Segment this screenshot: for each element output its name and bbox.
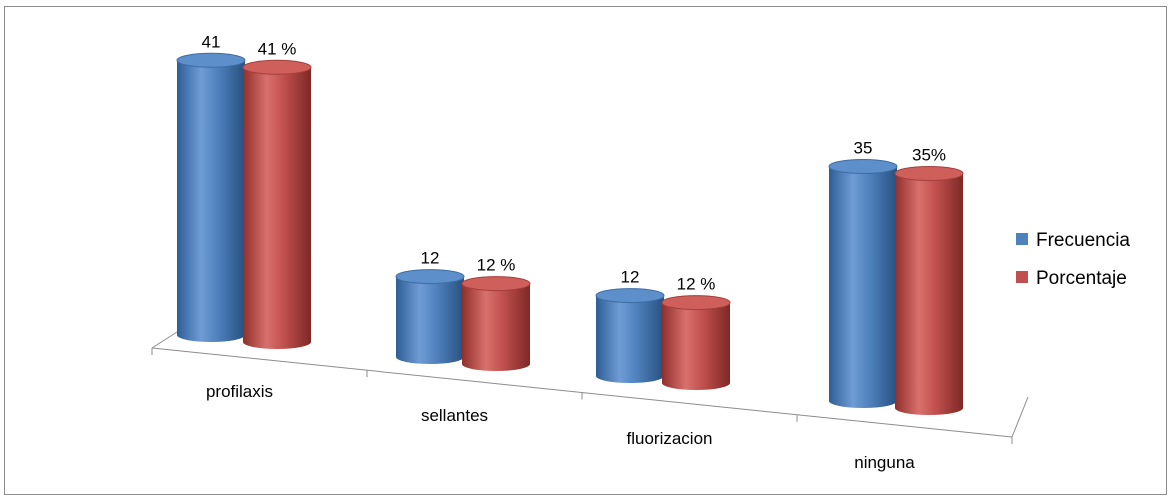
data-label-frecuencia-profilaxis: 41 bbox=[202, 32, 221, 51]
bars-layer bbox=[176, 52, 964, 415]
data-label-porcentaje-fluorizacion: 12 % bbox=[677, 275, 716, 294]
legend: Frecuencia Porcentaje bbox=[1016, 230, 1130, 289]
bar-frecuencia-sellantes bbox=[395, 269, 465, 364]
data-label-frecuencia-ninguna: 35 bbox=[854, 139, 873, 158]
data-label-frecuencia-fluorizacion: 12 bbox=[621, 268, 640, 287]
legend-label-frecuencia: Frecuencia bbox=[1036, 230, 1130, 251]
data-label-frecuencia-sellantes: 12 bbox=[421, 249, 440, 268]
bar-porcentaje-sellantes bbox=[461, 276, 531, 371]
bar-frecuencia-fluorizacion bbox=[595, 288, 665, 383]
category-label-ninguna: ninguna bbox=[854, 453, 915, 472]
data-label-porcentaje-ninguna: 35% bbox=[912, 146, 946, 165]
bar-porcentaje-profilaxis bbox=[242, 59, 312, 349]
legend-swatch-frecuencia bbox=[1016, 233, 1028, 245]
data-label-porcentaje-profilaxis: 41 % bbox=[258, 39, 297, 58]
bar-porcentaje-ninguna bbox=[894, 166, 964, 415]
data-label-porcentaje-sellantes: 12 % bbox=[477, 256, 516, 275]
labels-layer: profilaxis sellantes fluorizacion ninguna 41… bbox=[202, 32, 946, 472]
legend-swatch-porcentaje bbox=[1016, 271, 1028, 283]
category-label-sellantes: sellantes bbox=[421, 406, 488, 425]
legend-label-porcentaje: Porcentaje bbox=[1036, 268, 1127, 289]
category-label-profilaxis: profilaxis bbox=[206, 382, 273, 401]
floor-right-edge bbox=[1011, 396, 1029, 438]
category-label-fluorizacion: fluorizacion bbox=[627, 429, 713, 448]
bar-frecuencia-ninguna bbox=[828, 159, 898, 408]
bar-porcentaje-fluorizacion bbox=[661, 295, 731, 390]
bar-frecuencia-profilaxis bbox=[176, 52, 246, 343]
